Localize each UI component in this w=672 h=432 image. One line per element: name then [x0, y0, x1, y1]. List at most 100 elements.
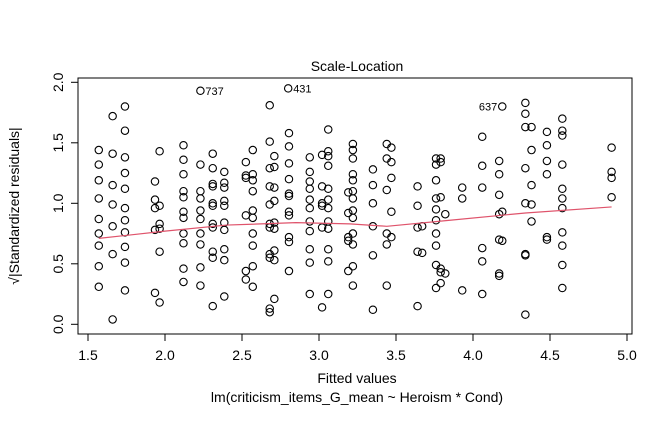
data-point — [208, 247, 217, 256]
data-point — [527, 180, 536, 190]
y-tick-label: 1.0 — [50, 193, 66, 213]
data-point — [155, 219, 164, 229]
data-point — [305, 153, 315, 162]
data-point — [241, 275, 251, 284]
data-point — [94, 160, 104, 169]
data-point — [208, 163, 217, 173]
data-point — [284, 174, 294, 184]
data-point — [155, 147, 164, 156]
data-point — [607, 193, 616, 202]
data-point — [348, 281, 358, 290]
data-point — [441, 269, 450, 278]
data-point — [477, 289, 487, 299]
data-point — [270, 255, 279, 265]
data-point — [179, 170, 188, 179]
data-point — [179, 207, 188, 217]
data-point — [284, 232, 294, 242]
data-point — [607, 167, 616, 177]
data-point — [155, 201, 164, 210]
data-point — [431, 229, 441, 238]
data-point — [527, 217, 536, 226]
data-point — [542, 232, 552, 242]
x-tick-label: 3.0 — [309, 347, 329, 363]
data-point — [179, 277, 188, 287]
data-point — [558, 260, 567, 270]
plot-frame — [77, 77, 633, 335]
data-point — [120, 153, 130, 162]
data-point — [521, 122, 530, 132]
data-point — [521, 310, 530, 319]
data-point — [323, 125, 333, 134]
data-point — [94, 194, 104, 203]
data-point — [94, 229, 104, 238]
data-point — [208, 179, 217, 189]
data-point — [220, 245, 229, 254]
data-point — [323, 161, 333, 171]
data-point — [208, 201, 217, 210]
data-point — [344, 188, 353, 197]
data-point — [220, 183, 229, 192]
data-point — [94, 176, 104, 185]
data-point — [196, 281, 205, 290]
data-point — [284, 189, 294, 198]
data-point — [477, 183, 487, 192]
data-point — [241, 157, 251, 167]
x-tick-label: 4.5 — [540, 347, 560, 363]
data-point — [542, 140, 552, 150]
data-point — [94, 214, 104, 224]
data-point — [265, 304, 274, 313]
data-point — [348, 154, 358, 163]
data-point — [270, 183, 279, 192]
data-point — [248, 229, 258, 238]
data-point — [284, 159, 294, 168]
x-axis: 1.5 2.0 2.5 3.0 3.5 4.0 4.5 5.0 — [78, 333, 637, 363]
data-point — [196, 229, 205, 238]
data-point — [317, 303, 327, 312]
y-tick-label: 1.5 — [50, 133, 66, 153]
data-point — [521, 98, 530, 108]
data-point — [494, 156, 504, 166]
data-point — [521, 109, 530, 119]
point-labels: 737 431 637 — [205, 83, 497, 113]
data-point — [368, 180, 378, 190]
data-point — [323, 289, 333, 299]
data-point — [348, 170, 358, 179]
data-point — [542, 170, 552, 179]
data-point — [305, 217, 315, 226]
data-points — [94, 84, 616, 324]
data-point — [196, 206, 205, 215]
data-point — [527, 200, 536, 209]
data-point — [368, 305, 378, 315]
data-point — [521, 251, 530, 260]
data-point — [368, 251, 378, 260]
data-point — [248, 241, 258, 250]
data-point — [220, 255, 229, 265]
data-point — [220, 225, 229, 235]
data-point — [120, 258, 130, 267]
data-point — [494, 271, 504, 281]
data-point — [382, 185, 392, 195]
data-point — [108, 315, 117, 324]
data-point — [270, 196, 279, 206]
data-point — [521, 199, 530, 208]
data-point — [196, 240, 205, 249]
data-point — [179, 229, 188, 238]
x-tick-label: 3.5 — [386, 347, 406, 363]
data-point — [305, 258, 315, 267]
data-point — [457, 183, 467, 192]
data-point — [494, 190, 504, 200]
data-point — [436, 157, 445, 167]
data-point — [265, 253, 274, 263]
data-point — [387, 157, 396, 167]
data-point — [477, 161, 487, 171]
data-point — [305, 289, 315, 299]
data-point — [387, 232, 396, 242]
data-point — [323, 245, 333, 254]
data-point — [196, 214, 205, 224]
data-point — [413, 201, 422, 210]
y-tick-label: 0.0 — [50, 314, 66, 334]
data-point — [542, 127, 552, 137]
data-point — [208, 219, 217, 229]
data-point — [436, 193, 445, 202]
data-point — [196, 86, 205, 96]
